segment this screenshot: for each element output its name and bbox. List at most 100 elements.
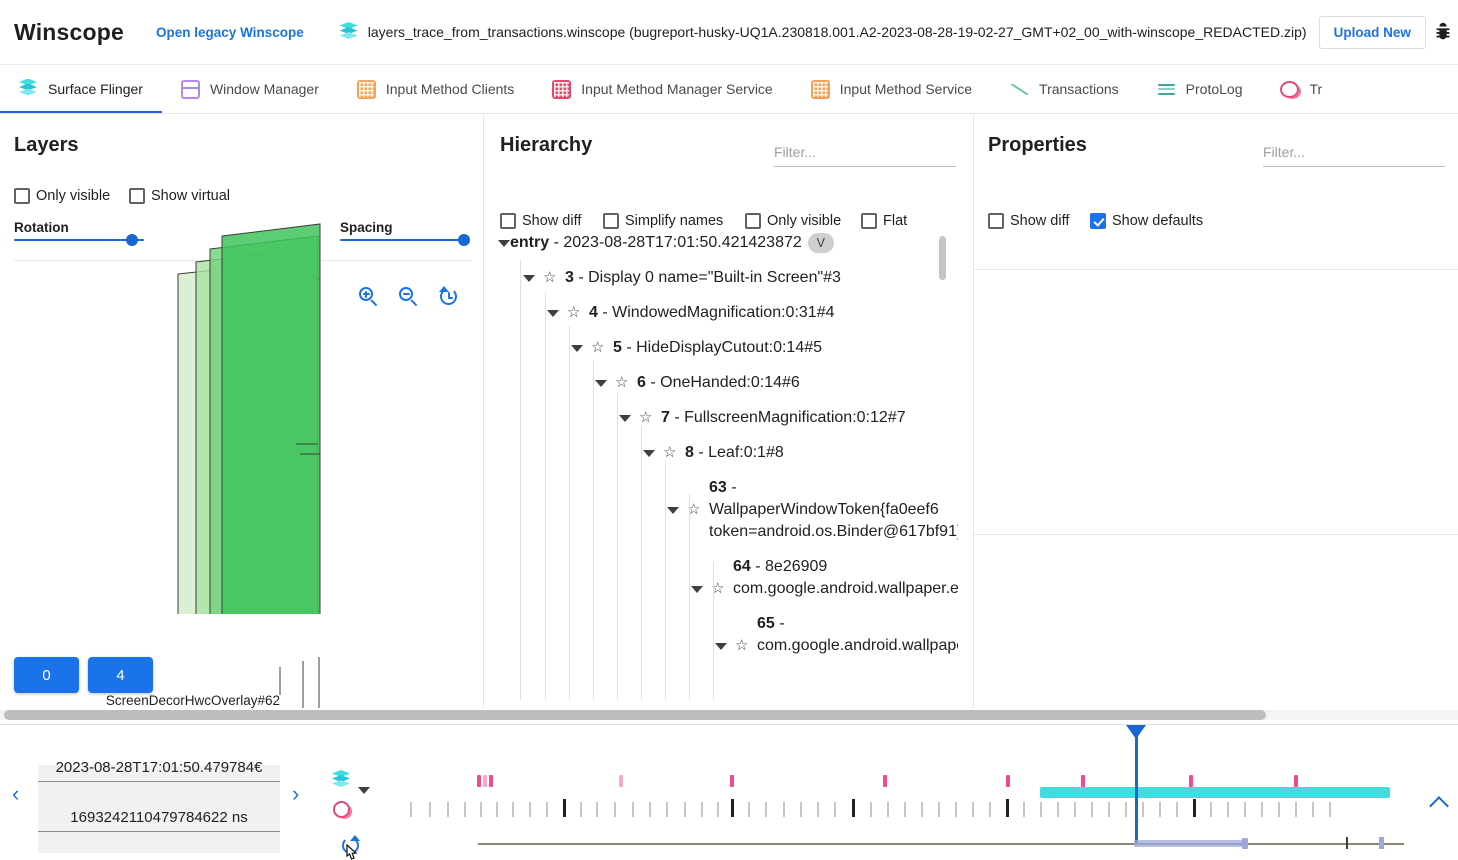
hierarchy-tree[interactable]: entry - 2023-08-28T17:01:50.421423872 V ☆… — [498, 232, 958, 702]
show-diff-checkbox[interactable] — [988, 213, 1004, 229]
chevron-up-icon[interactable] — [1429, 796, 1449, 816]
visibility-chip[interactable]: V — [807, 232, 834, 253]
show-defaults-checkbox-row[interactable]: Show defaults — [1090, 213, 1203, 229]
trace-tab-bar[interactable]: Surface Flinger Window Manager Input Met… — [0, 65, 1458, 114]
entry-mark[interactable] — [477, 775, 481, 787]
tree-node-4[interactable]: ☆ 4 - WindowedMagnification:0:31#4 — [547, 302, 958, 324]
tab-input-method-manager-service[interactable]: Input Method Manager Service — [533, 65, 791, 113]
tree-node-7[interactable]: ☆ 7 - FullscreenMagnification:0:12#7 — [619, 407, 958, 429]
tab-input-method-service[interactable]: Input Method Service — [792, 65, 991, 113]
entry-mark[interactable] — [730, 775, 734, 787]
entry-mark[interactable] — [489, 775, 493, 787]
show-diff-checkbox[interactable] — [500, 213, 516, 229]
tab-transactions[interactable]: Transactions — [991, 65, 1138, 113]
simplify-names-checkbox-row[interactable]: Simplify names — [603, 213, 723, 229]
simplify-names-checkbox[interactable] — [603, 213, 619, 229]
layer-index-pill-0[interactable]: 0 — [14, 657, 79, 693]
layers-stack-icon[interactable] — [332, 770, 352, 791]
next-entry-button[interactable]: › — [292, 781, 300, 806]
timeline-track-area[interactable] — [404, 725, 1404, 860]
spacing-slider-knob[interactable] — [458, 234, 470, 246]
hierarchy-scrollbar-thumb[interactable] — [939, 236, 946, 280]
chevron-down-icon[interactable] — [667, 507, 679, 514]
tab-transitions[interactable]: Tr — [1261, 65, 1341, 113]
overview-track[interactable] — [478, 843, 1404, 845]
rotation-slider[interactable]: Rotation — [14, 220, 144, 246]
chevron-down-icon[interactable] — [523, 275, 535, 282]
previous-entry-button[interactable]: ‹ — [12, 781, 20, 806]
only-visible-checkbox[interactable] — [745, 213, 761, 229]
upload-new-button[interactable]: Upload New — [1318, 15, 1426, 49]
tree-node-65[interactable]: ☆ 65 - com.google.android.wallpaper.effe… — [715, 613, 958, 657]
chevron-down-icon[interactable] — [715, 643, 727, 650]
star-icon[interactable]: ☆ — [639, 409, 653, 426]
tab-surface-flinger[interactable]: Surface Flinger — [0, 65, 162, 113]
star-icon[interactable]: ☆ — [615, 374, 629, 391]
star-icon[interactable]: ☆ — [543, 269, 557, 286]
overview-selection-handle[interactable] — [1242, 838, 1248, 849]
zoom-out-icon[interactable] — [398, 286, 420, 308]
chevron-down-icon[interactable] — [643, 450, 655, 457]
spacing-slider-track[interactable] — [340, 234, 470, 246]
tree-node-3[interactable]: ☆ 3 - Display 0 name="Built-in Screen"#3 — [523, 267, 958, 289]
star-icon[interactable]: ☆ — [591, 339, 605, 356]
flat-checkbox[interactable] — [861, 213, 877, 229]
only-visible-checkbox-row[interactable]: Only visible — [745, 213, 841, 229]
layers-3d-canvas[interactable]: ScreenDecorHwcOverlay#62 NavigationBar0#… — [0, 114, 484, 708]
show-defaults-checkbox[interactable] — [1090, 213, 1106, 229]
show-diff-checkbox-row[interactable]: Show diff — [500, 213, 581, 229]
dropdown-caret-icon[interactable] — [358, 787, 370, 794]
tree-node-64[interactable]: ☆ 64 - 8e26909 com.google.android.wallpa… — [691, 556, 958, 600]
chevron-down-icon[interactable] — [547, 310, 559, 317]
horizontal-scrollbar-thumb[interactable] — [4, 710, 1266, 720]
entry-mark[interactable] — [1006, 775, 1010, 787]
tab-input-method-clients[interactable]: Input Method Clients — [338, 65, 533, 113]
show-virtual-checkbox-row[interactable]: Show virtual — [129, 188, 230, 204]
chevron-down-icon[interactable] — [691, 586, 703, 593]
show-diff-checkbox-row[interactable]: Show diff — [988, 213, 1069, 229]
layer-index-pill-4[interactable]: 4 — [88, 657, 153, 693]
entry-mark[interactable] — [619, 775, 623, 787]
chevron-down-icon[interactable] — [595, 380, 607, 387]
zoom-in-icon[interactable] — [358, 286, 380, 308]
chevron-down-icon[interactable] — [571, 345, 583, 352]
transitions-ring-icon[interactable] — [333, 801, 350, 818]
ns-timestamp-input[interactable]: 1693242110479784622 ns — [38, 809, 280, 832]
star-icon[interactable]: ☆ — [735, 637, 749, 654]
tree-node-8[interactable]: ☆ 8 - Leaf:0:1#8 — [643, 442, 958, 464]
tab-protolog[interactable]: ProtoLog — [1138, 65, 1262, 113]
entry-mark[interactable] — [483, 775, 487, 787]
tree-node-5[interactable]: ☆ 5 - HideDisplayCutout:0:14#5 — [571, 337, 958, 359]
overview-selection[interactable] — [1134, 840, 1244, 847]
bug-report-icon[interactable] — [1432, 21, 1454, 43]
entry-mark[interactable] — [1294, 775, 1298, 787]
tree-node-6[interactable]: ☆ 6 - OneHanded:0:14#6 — [595, 372, 958, 394]
rotation-slider-track[interactable] — [14, 234, 144, 246]
entry-mark[interactable] — [883, 775, 887, 787]
tree-node-entry[interactable]: entry - 2023-08-28T17:01:50.421423872 V — [498, 232, 958, 254]
star-icon[interactable]: ☆ — [687, 501, 701, 518]
chevron-down-icon[interactable] — [498, 240, 510, 247]
chevron-down-icon[interactable] — [619, 415, 631, 422]
open-legacy-winscope-link[interactable]: Open legacy Winscope — [156, 24, 304, 40]
only-visible-checkbox[interactable] — [14, 188, 30, 204]
restore-zoom-icon[interactable] — [339, 835, 361, 857]
properties-filter-input[interactable]: Filter... — [1263, 144, 1445, 167]
star-icon[interactable]: ☆ — [711, 580, 725, 597]
restore-view-icon[interactable] — [438, 286, 460, 308]
show-virtual-checkbox[interactable] — [129, 188, 145, 204]
selected-trace-range-bar[interactable] — [1040, 787, 1390, 798]
spacing-slider[interactable]: Spacing — [340, 220, 470, 246]
only-visible-checkbox-row[interactable]: Only visible — [14, 188, 110, 204]
human-timestamp-input[interactable]: 2023-08-28T17:01:50.479784€ — [38, 759, 280, 782]
flat-checkbox-row[interactable]: Flat — [861, 213, 907, 229]
star-icon[interactable]: ☆ — [663, 444, 677, 461]
rotation-slider-knob[interactable] — [126, 234, 138, 246]
tab-window-manager[interactable]: Window Manager — [162, 65, 338, 113]
hierarchy-filter-input[interactable]: Filter... — [774, 144, 956, 167]
entry-mark[interactable] — [1189, 775, 1193, 787]
entry-mark[interactable] — [1081, 775, 1085, 787]
playhead-line[interactable] — [1135, 731, 1138, 845]
tree-node-63[interactable]: ☆ 63 - WallpaperWindowToken{fa0eef6 toke… — [667, 477, 958, 543]
star-icon[interactable]: ☆ — [567, 304, 581, 321]
